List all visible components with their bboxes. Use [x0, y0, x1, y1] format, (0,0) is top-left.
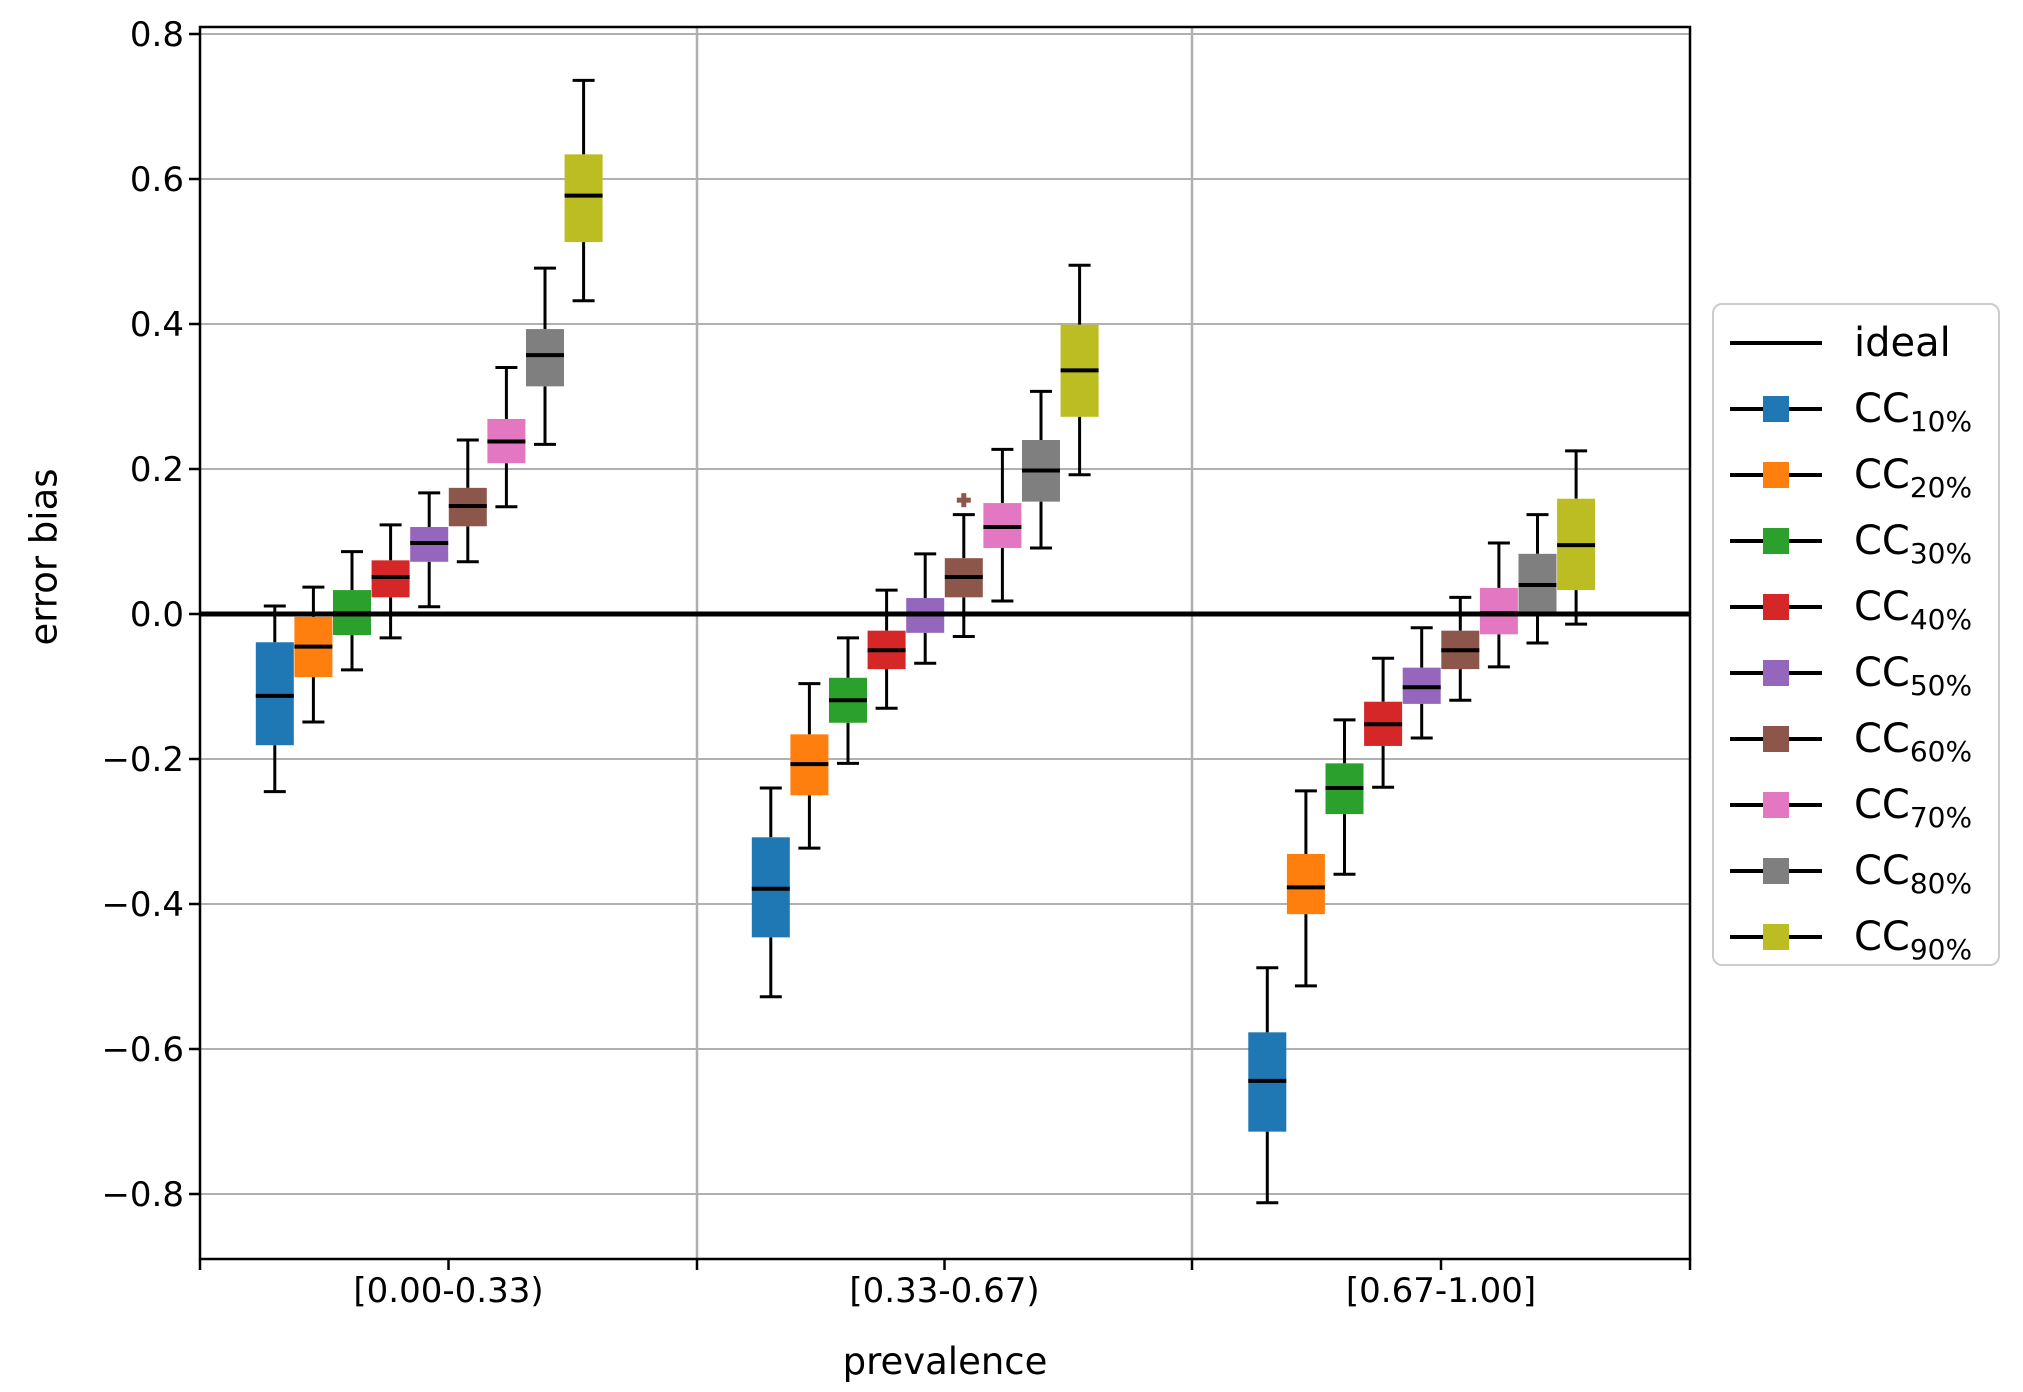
legend-item-label: CC60%	[1854, 716, 1973, 768]
legend-item: CC20%	[1714, 442, 1998, 508]
legend-color-swatch	[1763, 792, 1789, 818]
legend-item: CC70%	[1714, 772, 1998, 838]
box	[1479, 587, 1518, 635]
legend-item: CC10%	[1714, 376, 1998, 442]
y-tick-label: −0.8	[101, 1175, 184, 1215]
legend-item-label: CC20%	[1854, 452, 1973, 504]
y-tick-label: 0.6	[130, 160, 184, 200]
y-tick-label: −0.6	[101, 1030, 184, 1070]
x-tick-label: [0.33-0.67)	[849, 1271, 1039, 1311]
legend-item: ideal	[1714, 310, 1998, 376]
legend-item-label: ideal	[1854, 320, 1951, 366]
legend-item: CC90%	[1714, 904, 1998, 970]
y-tick-label: 0.2	[130, 450, 184, 490]
x-axis-title: prevalence	[842, 1340, 1048, 1383]
y-tick-label: −0.2	[101, 740, 184, 780]
legend-color-swatch	[1763, 594, 1789, 620]
legend-color-swatch	[1763, 858, 1789, 884]
y-axis-title: error bias	[22, 468, 66, 646]
box	[255, 642, 294, 746]
legend-item-label: CC80%	[1854, 848, 1973, 900]
legend-item: CC50%	[1714, 640, 1998, 706]
box	[564, 154, 603, 243]
legend-color-swatch	[1763, 660, 1789, 686]
legend-color-swatch	[1763, 924, 1789, 950]
legend-item-label: CC50%	[1854, 650, 1973, 702]
legend-item: CC30%	[1714, 508, 1998, 574]
y-tick-label: −0.4	[101, 885, 184, 925]
legend-color-swatch	[1763, 726, 1789, 752]
y-tick-label: 0.4	[130, 305, 184, 345]
legend-item-label: CC10%	[1854, 386, 1973, 438]
legend-item: CC80%	[1714, 838, 1998, 904]
legend-item: CC40%	[1714, 574, 1998, 640]
x-tick-label: [0.00-0.33)	[353, 1271, 543, 1311]
box	[526, 329, 564, 387]
legend-item-label: CC70%	[1854, 782, 1973, 834]
legend-color-swatch	[1763, 462, 1789, 488]
legend-item-label: CC30%	[1854, 518, 1973, 570]
legend-line-sample	[1730, 341, 1822, 345]
box	[1286, 853, 1325, 915]
legend-item-label: CC90%	[1854, 914, 1973, 966]
legend-item-label: CC40%	[1854, 584, 1973, 636]
y-tick-label: 0.0	[130, 595, 184, 635]
legend-color-swatch	[1763, 396, 1789, 422]
x-tick-label: [0.67-1.00]	[1346, 1271, 1536, 1311]
y-tick-label: 0.8	[130, 15, 184, 55]
legend: ideal CC10% CC20% CC30% CC40% CC50% CC60% CC70%…	[1712, 303, 2000, 966]
legend-item: CC60%	[1714, 706, 1998, 772]
legend-color-swatch	[1763, 528, 1789, 554]
